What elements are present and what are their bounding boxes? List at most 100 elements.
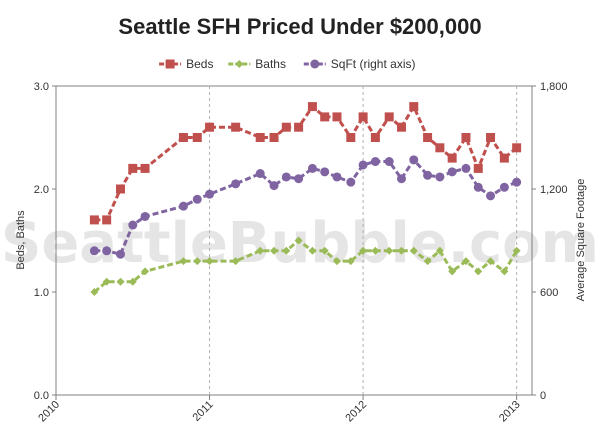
data-point-baths xyxy=(423,257,432,266)
data-point-sqft-right-axis xyxy=(320,167,330,177)
x-axis-ticks: 2010 2011 2012 2013 xyxy=(36,395,523,425)
data-point-beds xyxy=(140,163,150,173)
series-baths xyxy=(90,236,521,296)
data-point-baths xyxy=(179,257,188,266)
y-axis-ticks: 0.0 1.0 2.0 3.0 xyxy=(34,81,56,402)
y2-tick-label: 1,800 xyxy=(540,81,568,93)
data-point-baths xyxy=(385,246,394,255)
data-point-sqft-right-axis xyxy=(461,163,471,173)
data-point-sqft-right-axis xyxy=(409,155,419,165)
data-point-sqft-right-axis xyxy=(231,179,241,189)
data-point-beds xyxy=(255,133,265,142)
data-point-baths xyxy=(256,246,265,255)
x-tick-label: 2010 xyxy=(36,399,62,425)
data-point-sqft-right-axis xyxy=(447,167,457,177)
data-point-beds xyxy=(269,133,279,142)
data-point-baths xyxy=(448,267,457,276)
legend-label: Baths xyxy=(255,57,286,71)
legend-marker xyxy=(310,59,320,69)
series-layer xyxy=(89,102,522,296)
x-tick-label: 2012 xyxy=(343,399,369,425)
data-point-beds xyxy=(231,122,241,132)
data-point-beds xyxy=(423,133,433,142)
data-point-beds xyxy=(205,122,215,132)
data-point-beds xyxy=(447,153,457,163)
data-point-sqft-right-axis xyxy=(281,172,291,182)
data-point-sqft-right-axis xyxy=(307,163,317,173)
data-point-beds xyxy=(89,215,99,225)
data-point-beds xyxy=(499,153,509,163)
legend-item-sqft-right-axis: SqFt (right axis) xyxy=(303,57,415,71)
series-sqft-right-axis xyxy=(89,155,522,259)
data-point-sqft-right-axis xyxy=(370,157,380,167)
data-point-baths xyxy=(320,246,329,255)
data-point-beds xyxy=(384,112,394,122)
legend-item-baths: Baths xyxy=(228,57,286,71)
data-point-beds xyxy=(332,112,342,122)
data-point-beds xyxy=(473,163,483,173)
data-point-baths xyxy=(294,236,303,245)
y-tick-label: 0.0 xyxy=(34,390,49,402)
data-point-sqft-right-axis xyxy=(499,182,509,192)
data-point-sqft-right-axis xyxy=(205,189,215,199)
data-point-beds xyxy=(102,215,112,225)
x-tick-label: 2011 xyxy=(190,399,215,424)
data-point-baths xyxy=(270,246,279,255)
data-point-baths xyxy=(500,267,509,276)
data-point-beds xyxy=(346,133,356,142)
data-point-beds xyxy=(320,112,330,122)
data-point-beds xyxy=(461,133,471,142)
data-point-baths xyxy=(346,257,355,266)
data-point-baths xyxy=(141,267,150,276)
data-point-baths xyxy=(397,246,406,255)
data-point-beds xyxy=(192,133,202,142)
data-point-baths xyxy=(102,277,111,286)
y-tick-label: 1.0 xyxy=(34,287,49,299)
data-point-baths xyxy=(90,288,99,296)
legend-item-beds: Beds xyxy=(159,57,213,71)
data-point-baths xyxy=(512,246,521,255)
data-point-baths xyxy=(128,277,137,286)
data-point-baths xyxy=(409,246,418,255)
data-point-beds xyxy=(486,133,496,142)
x-tick-label: 2013 xyxy=(497,399,523,425)
y-axis-title: Beds, Baths xyxy=(15,210,27,270)
watermark-text: SeattleBubble.com xyxy=(1,211,599,276)
data-point-baths xyxy=(474,267,483,276)
data-point-beds xyxy=(294,122,304,132)
data-point-baths xyxy=(308,246,317,255)
data-point-sqft-right-axis xyxy=(384,157,394,167)
y2-tick-label: 0 xyxy=(540,390,546,402)
data-point-beds xyxy=(281,122,291,132)
data-point-sqft-right-axis xyxy=(140,211,150,221)
data-point-baths xyxy=(193,257,202,266)
data-point-sqft-right-axis xyxy=(396,174,406,184)
y2-tick-label: 1,200 xyxy=(540,184,568,196)
data-point-beds xyxy=(396,122,406,132)
y2-tick-label: 600 xyxy=(540,287,558,299)
legend-marker xyxy=(165,59,175,69)
data-point-baths xyxy=(486,257,495,266)
data-point-sqft-right-axis xyxy=(102,246,112,256)
data-point-sqft-right-axis xyxy=(423,170,433,180)
data-point-sqft-right-axis xyxy=(473,182,483,192)
data-point-beds xyxy=(307,102,317,112)
legend-marker xyxy=(235,60,244,68)
y2-axis-ticks: 0 600 1,200 1,800 xyxy=(532,81,568,402)
data-point-beds xyxy=(128,163,138,173)
data-point-sqft-right-axis xyxy=(358,160,368,170)
data-point-sqft-right-axis xyxy=(192,194,202,204)
data-point-beds xyxy=(358,112,368,122)
data-point-beds xyxy=(435,143,445,153)
data-point-sqft-right-axis xyxy=(346,177,356,187)
data-point-sqft-right-axis xyxy=(512,177,522,187)
data-point-sqft-right-axis xyxy=(255,169,265,179)
data-point-baths xyxy=(282,246,291,255)
data-point-sqft-right-axis xyxy=(89,246,99,256)
data-point-beds xyxy=(370,133,380,142)
data-point-beds xyxy=(115,184,125,194)
data-point-baths xyxy=(116,277,125,286)
data-point-sqft-right-axis xyxy=(269,181,279,191)
legend-label: Beds xyxy=(186,57,213,71)
